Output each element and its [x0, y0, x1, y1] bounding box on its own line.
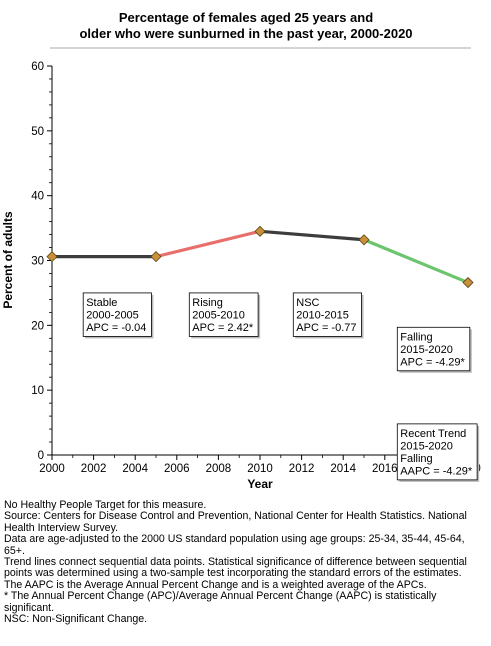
y-tick-label: 30: [31, 256, 44, 268]
data-point: [151, 252, 161, 262]
x-tick-label: 2016: [372, 463, 398, 475]
trend-box-text: APC = -4.29*: [400, 356, 465, 368]
x-tick-label: 2000: [39, 463, 65, 475]
x-tick-label: 2010: [247, 463, 273, 475]
trend-box-text: APC = -0.04: [86, 322, 146, 334]
footnotes: No Healthy People Target for this measur…: [4, 500, 488, 625]
trend-box-text: AAPC = -4.29*: [400, 465, 473, 477]
trend-box-text: Stable: [86, 297, 117, 309]
trend-segment: [364, 240, 468, 283]
y-tick-label: 10: [31, 385, 44, 397]
trend-box-text: Falling: [400, 453, 432, 465]
trend-box-text: 2015-2020: [400, 440, 453, 452]
trend-box-text: 2005-2010: [192, 309, 245, 321]
y-tick-label: 20: [31, 320, 44, 332]
trend-box-text: APC = 2.42*: [192, 322, 254, 334]
x-axis-label: Year: [247, 477, 273, 491]
trend-box-text: 2010-2015: [296, 309, 349, 321]
footnote-nsc: NSC: Non-Significant Change.: [4, 614, 488, 625]
data-point: [463, 278, 473, 288]
trend-lines: [52, 231, 468, 282]
trend-segment: [260, 231, 364, 239]
data-point: [359, 235, 369, 245]
trend-segment: [156, 231, 260, 256]
footnote-trend-lines: Trend lines connect sequential data poin…: [4, 557, 488, 580]
footnote-significance: * The Annual Percent Change (APC)/Averag…: [4, 591, 488, 614]
trend-box-text: APC = -0.77: [296, 322, 356, 334]
x-tick-label: 2004: [122, 463, 148, 475]
y-axis: 0 10 20 30 40 50 60: [31, 61, 52, 462]
trend-box-text: 2000-2005: [86, 309, 139, 321]
chart: Percentage of females aged 25 years and …: [0, 0, 491, 500]
y-tick-label: 60: [31, 61, 44, 73]
chart-title-line-2: older who were sunburned in the past yea…: [79, 26, 412, 41]
trend-box-text: 2015-2020: [400, 344, 453, 356]
x-tick-label: 2006: [164, 463, 190, 475]
y-axis-label: Percent of adults: [1, 211, 15, 309]
trend-box-text: Falling: [400, 331, 432, 343]
trend-box-text: Rising: [192, 297, 223, 309]
trend-box-text: NSC: [296, 297, 319, 309]
footnote-source: Source: Centers for Disease Control and …: [4, 511, 488, 534]
y-tick-label: 40: [31, 191, 44, 203]
trend-box-text: Recent Trend: [400, 428, 466, 440]
x-tick-label: 2014: [330, 463, 356, 475]
y-tick-label: 50: [31, 126, 44, 138]
x-tick-label: 2012: [289, 463, 315, 475]
chart-title-line-1: Percentage of females aged 25 years and: [119, 10, 373, 25]
footnote-age-adjusted: Data are age-adjusted to the 2000 US sta…: [4, 534, 488, 557]
y-tick-label: 0: [38, 450, 44, 462]
data-point: [255, 226, 265, 236]
x-tick-label: 2002: [81, 463, 107, 475]
x-tick-label: 2008: [206, 463, 232, 475]
